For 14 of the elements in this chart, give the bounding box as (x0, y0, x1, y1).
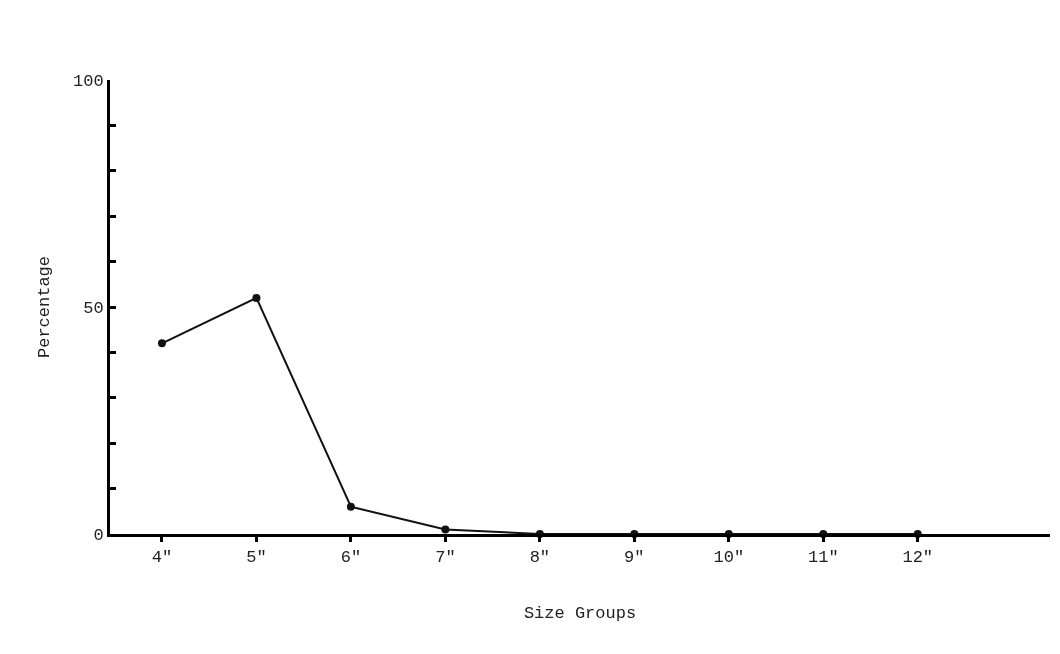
x-axis-title: Size Groups (523, 603, 637, 623)
x-tick-label: 10" (713, 548, 745, 568)
y-tick-label: 100 (72, 71, 104, 91)
y-tick-label: 50 (83, 298, 104, 318)
x-tick-label: 4" (151, 548, 173, 568)
x-tick-label: 9" (624, 548, 645, 568)
x-tick-label: 12" (902, 548, 934, 568)
x-tick-label: 7" (435, 548, 456, 568)
x-tick-label: 8" (529, 548, 551, 568)
x-tick-label: 5" (246, 548, 267, 568)
y-tick-label: 0 (93, 525, 104, 545)
x-tick-label: 11" (807, 548, 839, 568)
y-axis-title: Percentage (34, 255, 54, 359)
x-tick-label: 6" (340, 548, 362, 568)
